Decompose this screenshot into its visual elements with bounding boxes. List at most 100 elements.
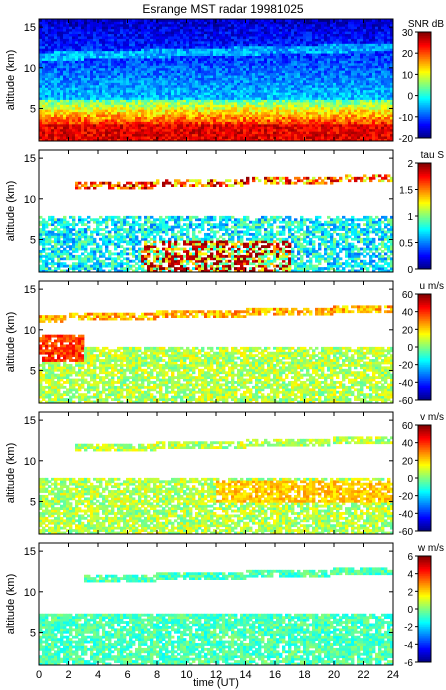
heatmap-cell	[159, 26, 163, 30]
heatmap-cell	[168, 92, 172, 96]
heatmap-cell	[270, 121, 274, 125]
heatmap-cell	[234, 121, 238, 125]
heatmap-cell	[42, 28, 46, 32]
heatmap-cell	[240, 19, 244, 22]
heatmap-cell	[243, 136, 247, 139]
heatmap-cell	[312, 67, 316, 71]
heatmap-cell	[195, 80, 199, 83]
heatmap-cell	[129, 55, 133, 59]
heatmap-cell	[111, 26, 115, 30]
heatmap-cell	[219, 111, 223, 115]
heatmap-cell	[141, 82, 145, 86]
heatmap-cell	[135, 119, 139, 122]
heatmap-cell	[102, 109, 106, 113]
heatmap-cell	[225, 67, 229, 71]
heatmap-cell	[309, 45, 313, 49]
heatmap-cell	[300, 101, 304, 105]
heatmap-cell	[279, 19, 283, 22]
heatmap-cell	[276, 62, 280, 66]
heatmap-cell	[132, 101, 136, 105]
heatmap-cell	[60, 89, 64, 93]
heatmap-cell	[66, 104, 70, 108]
heatmap-cell	[114, 133, 118, 137]
heatmap-cell	[300, 114, 304, 117]
heatmap-cell	[312, 60, 316, 64]
heatmap-cell	[237, 70, 241, 74]
heatmap-cell	[204, 104, 208, 108]
heatmap-cell	[204, 62, 208, 66]
heatmap-cell	[261, 104, 265, 108]
heatmap-cell	[282, 101, 286, 105]
heatmap-cell	[195, 136, 199, 139]
heatmap-cell	[63, 45, 67, 49]
heatmap-cell	[225, 28, 229, 32]
heatmap-cell	[321, 62, 325, 66]
heatmap-cell	[255, 58, 259, 61]
heatmap-cell	[336, 84, 340, 88]
heatmap-cell	[180, 119, 184, 122]
heatmap-cell	[252, 21, 256, 25]
heatmap-cell	[108, 80, 112, 83]
heatmap-cell	[222, 72, 226, 76]
heatmap-cell	[324, 36, 328, 39]
heatmap-cell	[321, 87, 325, 91]
heatmap-cell	[90, 38, 94, 42]
heatmap-cell	[132, 33, 136, 37]
heatmap-cell	[81, 60, 85, 64]
heatmap-cell	[81, 99, 85, 103]
heatmap-cell	[258, 114, 262, 117]
heatmap-cell	[75, 43, 79, 47]
heatmap-cell	[60, 80, 64, 83]
heatmap-cell	[333, 21, 337, 25]
heatmap-cell	[51, 58, 55, 61]
heatmap-cell	[111, 128, 115, 132]
heatmap-cell	[183, 104, 187, 108]
heatmap-cell	[192, 50, 196, 54]
heatmap-cell	[201, 43, 205, 47]
heatmap-cell	[222, 138, 226, 142]
heatmap-cell	[291, 21, 295, 25]
heatmap-cell	[252, 53, 256, 56]
heatmap-cell	[42, 116, 46, 120]
heatmap-cell	[132, 70, 136, 74]
heatmap-cell	[273, 121, 277, 125]
heatmap-cell	[288, 38, 292, 42]
heatmap-cell	[147, 126, 151, 130]
heatmap-cell	[165, 119, 169, 122]
heatmap-cell	[306, 38, 310, 42]
heatmap-cell	[216, 28, 220, 32]
heatmap-cell	[240, 136, 244, 139]
heatmap-cell	[66, 43, 70, 47]
heatmap-cell	[291, 28, 295, 32]
heatmap-cell	[231, 40, 235, 44]
heatmap-cell	[75, 82, 79, 86]
heatmap-cell	[72, 101, 76, 105]
heatmap-cell	[186, 109, 190, 113]
heatmap-cell	[267, 48, 271, 52]
heatmap-cell	[45, 65, 49, 69]
heatmap-cell	[246, 77, 250, 81]
heatmap-cell	[186, 43, 190, 47]
heatmap-cell	[261, 53, 265, 56]
heatmap-cell	[261, 121, 265, 125]
heatmap-cell	[192, 77, 196, 81]
heatmap-cell	[81, 21, 85, 25]
heatmap-cell	[90, 128, 94, 132]
heatmap-cell	[261, 87, 265, 91]
heatmap-cell	[78, 48, 82, 52]
heatmap-cell	[63, 62, 67, 66]
heatmap-cell	[282, 109, 286, 113]
heatmap-cell	[264, 36, 268, 39]
heatmap-cell	[276, 55, 280, 59]
heatmap-cell	[300, 87, 304, 91]
heatmap-cell	[90, 77, 94, 81]
heatmap-cell	[255, 21, 259, 25]
heatmap-cell	[249, 55, 253, 59]
heatmap-cell	[297, 111, 301, 115]
heatmap-cell	[87, 133, 91, 137]
heatmap-cell	[258, 101, 262, 105]
heatmap-cell	[336, 40, 340, 44]
heatmap-cell	[123, 50, 127, 54]
heatmap-cell	[48, 126, 52, 130]
heatmap-cell	[189, 84, 193, 88]
